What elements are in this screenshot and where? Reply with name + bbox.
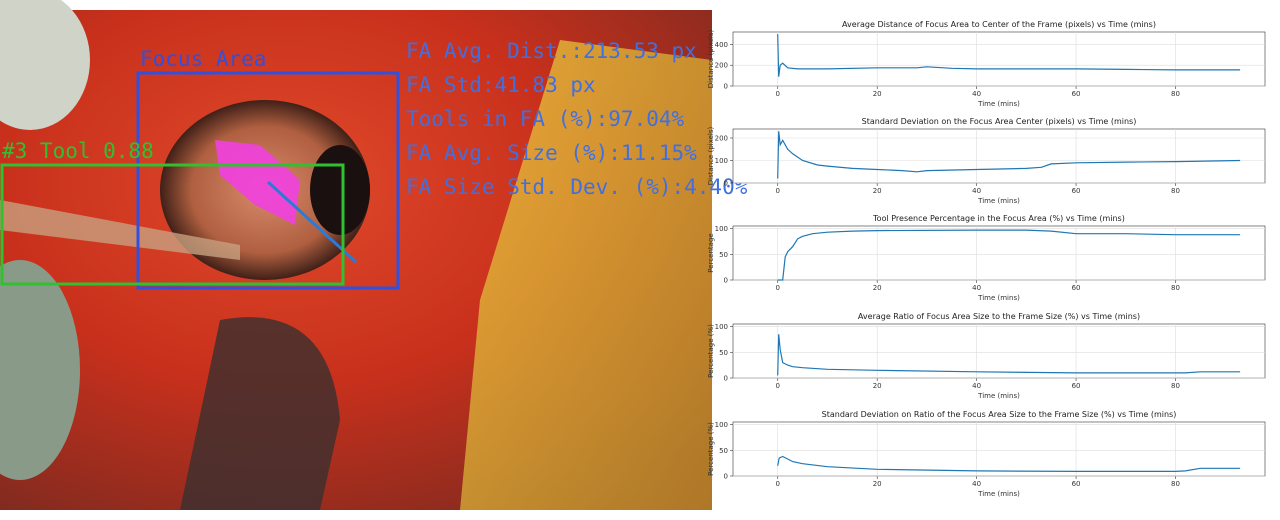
tool xyxy=(0,200,240,260)
x-tick-label: 60 xyxy=(1072,382,1081,390)
x-tick-label: 60 xyxy=(1072,284,1081,292)
instrument-shadow xyxy=(180,317,340,510)
y-tick-label: 200 xyxy=(715,62,728,70)
x-tick-label: 0 xyxy=(776,187,780,195)
x-tick-label: 20 xyxy=(873,284,882,292)
x-tick-label: 80 xyxy=(1171,284,1180,292)
x-tick-label: 40 xyxy=(972,187,981,195)
stat: Tools in FA (%):97.04% xyxy=(406,107,685,131)
plot-area xyxy=(732,128,1266,184)
y-tick-label: 0 xyxy=(724,180,728,188)
x-tick-label: 60 xyxy=(1072,480,1081,488)
plot-area xyxy=(732,31,1266,87)
y-tick-label: 200 xyxy=(715,135,728,143)
y-axis-label: Percentage (%) xyxy=(707,422,715,476)
retractor xyxy=(0,260,80,480)
dark-cavity xyxy=(310,145,370,235)
series-line xyxy=(777,131,1241,179)
chart-title: Standard Deviation on Ratio of the Focus… xyxy=(822,410,1177,419)
x-tick-label: 80 xyxy=(1171,480,1180,488)
stat: FA Avg. Size (%):11.15% xyxy=(406,141,697,165)
y-tick-label: 0 xyxy=(724,473,728,481)
direction-line xyxy=(266,180,358,264)
x-tick-label: 80 xyxy=(1171,382,1180,390)
x-axis-label: Time (mins) xyxy=(977,392,1020,400)
chart-title: Standard Deviation on the Focus Area Cen… xyxy=(862,117,1137,126)
tool-label: #3 Tool 0.88 xyxy=(2,139,154,163)
stat: FA Std:41.83 px xyxy=(406,73,596,97)
x-tick-label: 40 xyxy=(972,480,981,488)
x-tick-label: 80 xyxy=(1171,187,1180,195)
focus-box xyxy=(136,71,400,290)
y-tick-label: 50 xyxy=(719,349,728,357)
x-tick-label: 80 xyxy=(1171,90,1180,98)
x-tick-label: 0 xyxy=(776,382,780,390)
x-tick-label: 0 xyxy=(776,284,780,292)
x-axis-label: Time (mins) xyxy=(977,490,1020,498)
surgical-image: Focus Area #3 Tool 0.88 FA Avg. Dist.:21… xyxy=(0,0,748,510)
x-axis-label: Time (mins) xyxy=(977,197,1020,205)
y-tick-label: 400 xyxy=(715,41,728,49)
stat: FA Avg. Dist.:213.53 px xyxy=(406,39,697,63)
x-tick-label: 40 xyxy=(972,382,981,390)
x-axis-label: Time (mins) xyxy=(977,294,1020,302)
plot-area xyxy=(732,421,1266,477)
x-tick-label: 40 xyxy=(972,90,981,98)
tool-box xyxy=(0,163,345,286)
y-axis-label: Percentage xyxy=(707,233,715,272)
series-line xyxy=(777,229,1241,281)
x-axis-label: Time (mins) xyxy=(977,100,1020,108)
chart-title: Tool Presence Percentage in the Focus Ar… xyxy=(872,214,1125,223)
x-tick-label: 20 xyxy=(873,382,882,390)
x-tick-label: 60 xyxy=(1072,187,1081,195)
series-line xyxy=(777,34,1241,77)
x-tick-label: 40 xyxy=(972,284,981,292)
chart-title: Average Ratio of Focus Area Size to the … xyxy=(858,312,1140,321)
x-tick-label: 0 xyxy=(776,480,780,488)
x-tick-label: 0 xyxy=(776,90,780,98)
retractor xyxy=(0,0,90,130)
y-tick-label: 50 xyxy=(719,447,728,455)
y-axis-label: Distance (pixels) xyxy=(707,29,715,88)
charts: Average Distance of Focus Area to Center… xyxy=(707,20,1266,498)
x-tick-label: 20 xyxy=(873,187,882,195)
y-tick-label: 100 xyxy=(715,157,728,165)
series-line xyxy=(777,455,1241,472)
x-tick-label: 60 xyxy=(1072,90,1081,98)
y-tick-label: 0 xyxy=(724,83,728,91)
y-tick-label: 100 xyxy=(715,225,728,233)
tool-mask xyxy=(215,140,300,225)
x-tick-label: 20 xyxy=(873,480,882,488)
y-tick-label: 50 xyxy=(719,251,728,259)
plot-area xyxy=(732,323,1266,379)
y-tick-label: 100 xyxy=(715,323,728,331)
x-tick-label: 20 xyxy=(873,90,882,98)
series-line xyxy=(777,334,1241,376)
y-tick-label: 0 xyxy=(724,375,728,383)
y-axis-label: Distance (pixels) xyxy=(707,126,715,185)
yellow-tissue xyxy=(460,40,712,510)
y-tick-label: 0 xyxy=(724,277,728,285)
stat: FA Size Std. Dev. (%):4.40% xyxy=(406,175,748,199)
y-tick-label: 100 xyxy=(715,421,728,429)
focus-label: Focus Area xyxy=(140,47,266,71)
y-axis-label: Percentage (%) xyxy=(707,324,715,378)
chart-title: Average Distance of Focus Area to Center… xyxy=(842,20,1156,29)
